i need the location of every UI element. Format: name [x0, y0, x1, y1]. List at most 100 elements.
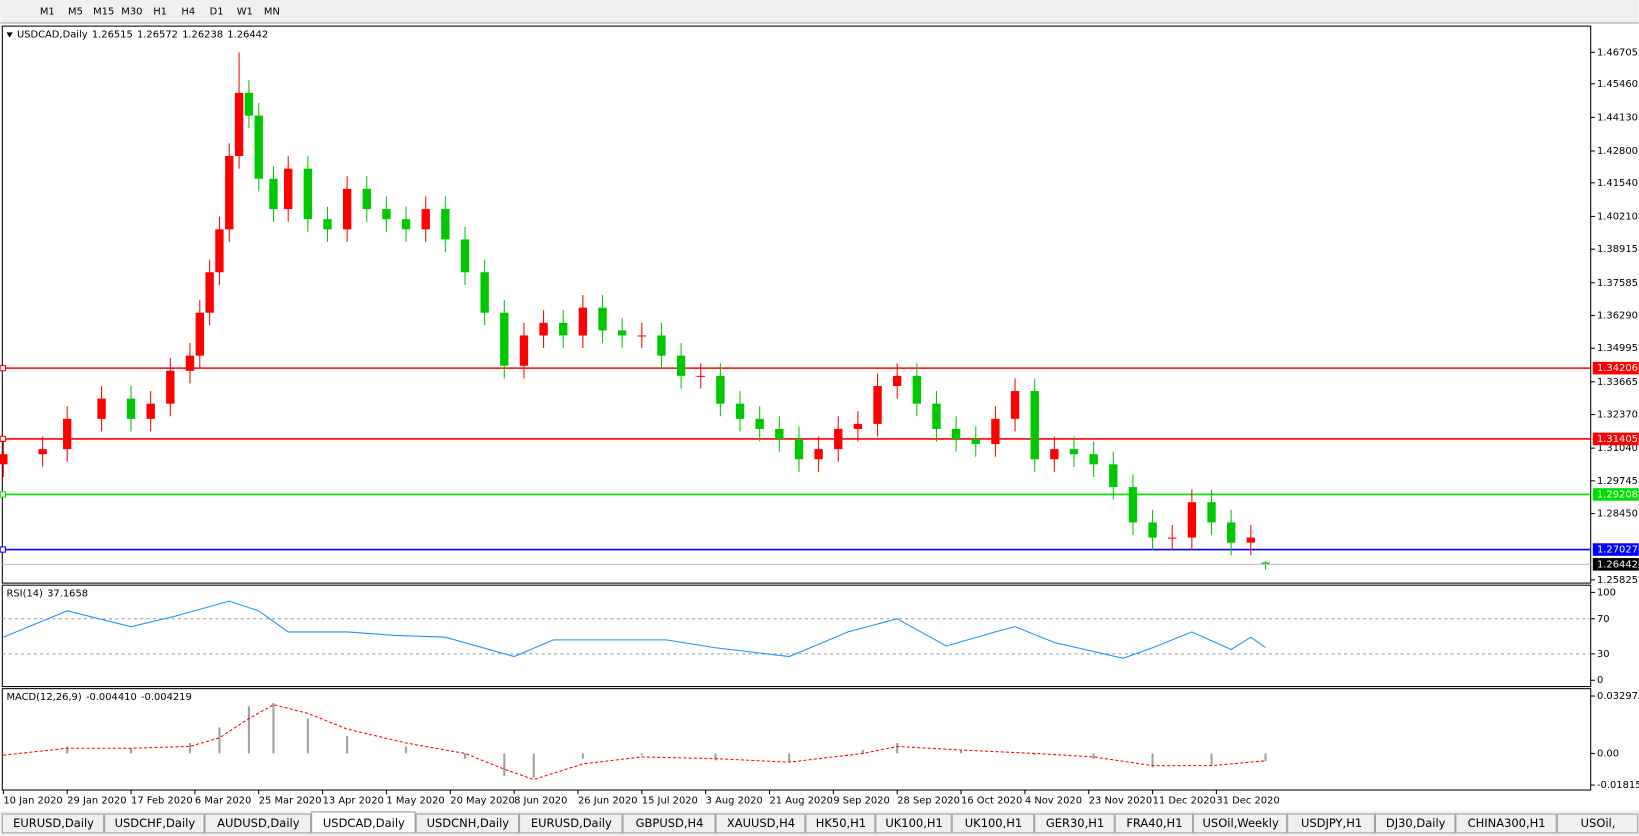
rsi-header: RSI(14) 37.1658 [6, 589, 88, 600]
tab-label[interactable]: FRA40,H1 [1126, 816, 1182, 830]
timeframe-button[interactable]: M5 [68, 6, 83, 17]
tab-label[interactable]: USDCHF,Daily [115, 816, 196, 830]
tab-label[interactable]: GBPUSD,H4 [636, 816, 704, 830]
candle-body [1010, 391, 1020, 419]
macd-bar [247, 706, 250, 754]
indicator-value: -0.004410 [86, 692, 137, 703]
symbol-title: USDCAD,Daily [17, 29, 88, 40]
macd-bar [463, 753, 467, 759]
tab[interactable] [715, 813, 806, 834]
tab-label[interactable]: AUDUSD,Daily [217, 816, 300, 830]
timeframe-button[interactable]: H1 [153, 6, 167, 17]
macd-bar [188, 742, 192, 754]
timeframe-button[interactable]: H4 [181, 6, 195, 17]
timeframe-button[interactable]: M15 [93, 6, 114, 17]
candle-body [166, 370, 175, 404]
candle-body [1089, 454, 1098, 465]
tab-label[interactable]: EURUSD,Daily [13, 816, 94, 830]
tab[interactable] [875, 813, 952, 834]
level-label: 1.34206 [1597, 363, 1638, 374]
timeframe-button[interactable]: M1 [40, 6, 55, 17]
timeframe-button[interactable]: D1 [210, 6, 224, 17]
candle-body [421, 209, 430, 230]
y-tick-label: 100 [1597, 587, 1616, 598]
candle-body [1069, 449, 1079, 455]
tab[interactable] [622, 813, 716, 834]
price-panel [1, 25, 1592, 584]
tab[interactable] [204, 813, 312, 834]
tab-label[interactable]: XAUUSD,H4 [727, 816, 795, 830]
tab[interactable] [951, 813, 1035, 834]
candle-body [775, 428, 784, 440]
tab-label[interactable]: EURUSD,Daily [531, 816, 612, 830]
timeframe-button[interactable]: MN [264, 6, 280, 17]
y-tick-label: -0.018154 [1597, 780, 1639, 791]
x-tick-label: 11 Dec 2020 [1153, 795, 1216, 806]
candle-body [519, 335, 529, 366]
indicator-title: RSI(14) [6, 589, 43, 600]
tab[interactable] [1114, 813, 1194, 834]
y-tick-label: 1.29745 [1597, 476, 1638, 487]
indicator-value: -0.004219 [141, 692, 192, 703]
candle-body [205, 272, 214, 313]
timeframe-button[interactable]: W1 [237, 6, 253, 17]
candle-body [195, 312, 204, 356]
level-label: 1.29208 [1597, 489, 1638, 500]
macd-bar [1092, 753, 1095, 759]
candle-body [254, 115, 263, 179]
tab[interactable] [1556, 813, 1639, 834]
tab-label[interactable]: CHINA300,H1 [1468, 816, 1546, 830]
candle-body [63, 418, 72, 450]
tab[interactable] [1374, 813, 1456, 834]
tab-label[interactable]: UK100,H1 [885, 816, 942, 830]
tab[interactable] [1, 813, 105, 834]
candle-body [269, 178, 278, 210]
y-tick-label: 0.032972 [1597, 691, 1639, 702]
candle-body [834, 428, 843, 450]
ohlc-value: 1.26238 [182, 29, 223, 40]
candle-body [382, 209, 391, 220]
macd-bar [861, 749, 864, 754]
y-tick-label: 1.41540 [1597, 178, 1638, 189]
tab-label[interactable]: USOil,Weekly [1203, 816, 1279, 830]
candle-body [234, 92, 244, 157]
tab[interactable] [1193, 813, 1288, 834]
candle-body [539, 322, 548, 336]
tab-label[interactable]: UK100,H1 [965, 816, 1022, 830]
tab[interactable] [1455, 813, 1557, 834]
candle-body [1128, 487, 1138, 523]
macd-bar [2, 753, 5, 754]
tab-label[interactable]: USDCNH,Daily [427, 816, 510, 830]
tab-label[interactable]: USDJPY,H1 [1301, 816, 1362, 830]
y-tick-label: 1.46705 [1597, 47, 1638, 58]
candle-body [991, 418, 1000, 445]
macd-signal [3, 704, 1266, 781]
y-tick-label: 1.36290 [1597, 310, 1638, 321]
tab-label[interactable]: GER30,H1 [1046, 816, 1104, 830]
candle-body [716, 375, 725, 404]
tab[interactable] [104, 813, 205, 834]
candle-body [794, 439, 804, 460]
tab-label[interactable]: USDCAD,Daily [323, 816, 405, 830]
macd-bar [959, 749, 963, 754]
tab[interactable] [311, 811, 416, 834]
y-tick-label: 0.00 [1597, 748, 1619, 759]
candle-body [1187, 502, 1197, 538]
menu-arrow[interactable] [6, 32, 13, 38]
tab[interactable] [519, 813, 623, 834]
tab[interactable] [1287, 813, 1375, 834]
indicator-value: 37.1658 [47, 589, 88, 600]
timeframe-button[interactable]: M30 [121, 6, 142, 17]
tab[interactable] [805, 813, 876, 834]
tab[interactable] [1034, 813, 1115, 834]
tab[interactable] [415, 813, 520, 834]
macd-bar [66, 746, 69, 754]
tab-label[interactable]: DJ30,Daily [1386, 816, 1446, 830]
candle-body [362, 188, 371, 210]
tab-label[interactable]: HK50,H1 [816, 816, 866, 830]
tab-label[interactable]: USOil, [1581, 816, 1616, 830]
level-label-bg [1592, 432, 1639, 446]
x-tick-label: 23 Nov 2020 [1089, 795, 1152, 806]
